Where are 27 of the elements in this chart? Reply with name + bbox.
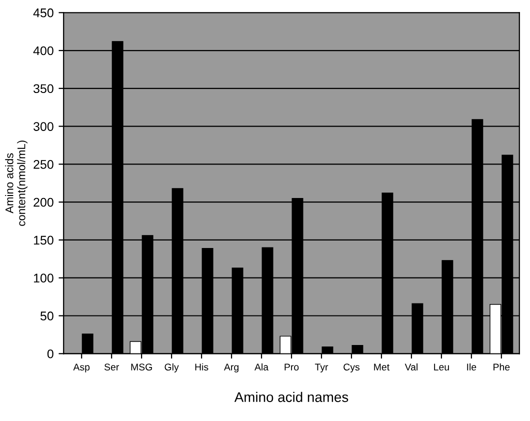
y-axis-title: Amino acids content(nmol/mL) <box>5 140 28 226</box>
x-tick-label: Leu <box>434 364 449 371</box>
y-tick-label: 0 <box>47 349 54 358</box>
y-tick-label: 250 <box>34 160 54 169</box>
x-tick-label: Val <box>404 363 418 371</box>
x-tick-label: Phe <box>494 363 510 371</box>
y-tick-label: 150 <box>34 236 54 245</box>
x-tick-label: Met <box>374 364 390 371</box>
x-tick-label: Ser <box>104 364 119 371</box>
y-tick-label: 300 <box>34 122 54 131</box>
y-tick-label: 50 <box>40 312 54 320</box>
x-tick-label: Ile <box>467 363 476 371</box>
x-tick-label: Ala <box>254 363 269 371</box>
x-tick-label: Gly <box>164 363 179 372</box>
x-axis-title: Amino acid names <box>234 392 348 402</box>
y-tick-label: 350 <box>34 84 54 94</box>
x-tick-label: Tyr <box>314 364 328 372</box>
x-tick-label: Cys <box>344 364 360 372</box>
y-tick-label: 400 <box>33 46 54 56</box>
x-tick-label: His <box>195 363 208 371</box>
x-tick-label: Asp <box>73 364 90 372</box>
x-tick-label: Pro <box>284 364 299 371</box>
y-tick-label: 200 <box>34 198 54 207</box>
x-tick-label: MSG <box>131 364 152 371</box>
y-tick-label: 100 <box>34 274 54 283</box>
x-tick-label: Arg <box>224 364 238 372</box>
y-tick-label: 450 <box>33 8 54 18</box>
